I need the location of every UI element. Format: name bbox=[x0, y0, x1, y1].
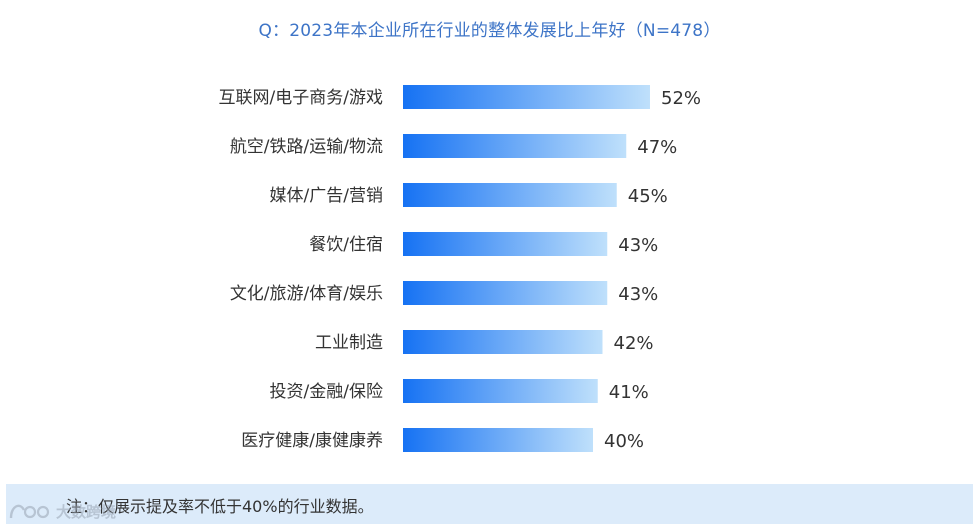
value-label: 47% bbox=[637, 137, 677, 158]
bar bbox=[403, 379, 598, 403]
category-label: 媒体/广告/营销 bbox=[270, 186, 383, 206]
watermark-text: 大数跨境 bbox=[56, 502, 117, 521]
bar bbox=[403, 232, 608, 256]
value-label: 41% bbox=[609, 382, 649, 403]
bar bbox=[403, 281, 608, 305]
bar bbox=[403, 330, 603, 354]
category-label: 医疗健康/康健康养 bbox=[241, 431, 383, 451]
bar bbox=[403, 85, 650, 109]
category-label: 文化/旅游/体育/娱乐 bbox=[230, 284, 383, 304]
chart-title: Q：2023年本企业所在行业的整体发展比上年好（N=478） bbox=[258, 21, 721, 41]
category-label: 餐饮/住宿 bbox=[309, 235, 383, 255]
category-label: 投资/金融/保险 bbox=[270, 382, 383, 402]
value-label: 45% bbox=[628, 186, 668, 207]
value-label: 43% bbox=[618, 235, 658, 256]
value-label: 43% bbox=[618, 284, 658, 305]
value-label: 52% bbox=[661, 88, 701, 109]
bar bbox=[403, 183, 617, 207]
watermark-logo: 大数跨境 bbox=[8, 500, 116, 522]
bar bbox=[403, 134, 627, 158]
category-label: 互联网/电子商务/游戏 bbox=[219, 88, 383, 108]
brand-logo-icon bbox=[9, 504, 50, 519]
bars-layer: 互联网/电子商务/游戏 52% 航空/铁路/运输/物流 47% 媒体/广告/营销 45% 餐… bbox=[219, 85, 701, 452]
value-label: 40% bbox=[604, 431, 644, 452]
category-label: 航空/铁路/运输/物流 bbox=[230, 137, 383, 157]
bar-chart: 互联网/电子商务/游戏 52% 航空/铁路/运输/物流 47% 媒体/广告/营销 45% 餐… bbox=[219, 85, 701, 452]
value-label: 42% bbox=[614, 333, 654, 354]
bar bbox=[403, 428, 593, 452]
footnote-bar: 注：仅展示提及率不低于40%的行业数据。 bbox=[6, 484, 973, 524]
category-label: 工业制造 bbox=[315, 333, 383, 353]
footnote-text: 注：仅展示提及率不低于40%的行业数据。 bbox=[66, 497, 374, 516]
